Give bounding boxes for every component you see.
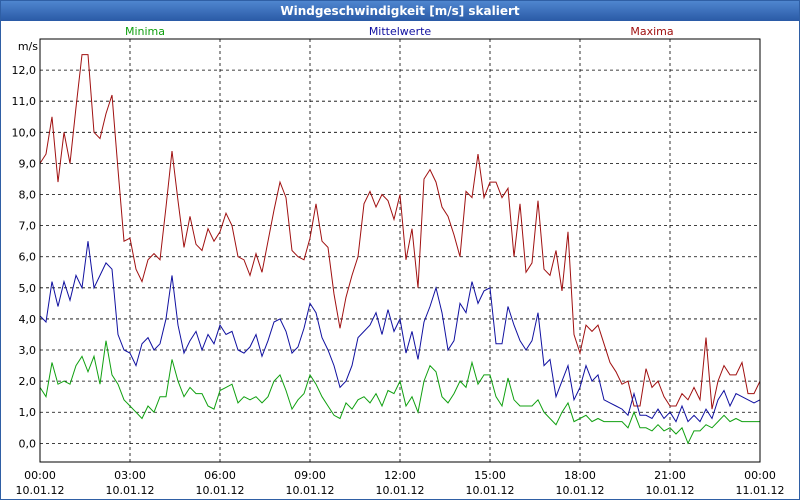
x-tick-time: 12:00	[384, 469, 416, 482]
x-tick-time: 03:00	[114, 469, 146, 482]
x-tick-date: 10.01.12	[286, 484, 335, 497]
y-tick-label: 5,0	[19, 282, 37, 295]
y-tick-label: 7,0	[19, 220, 37, 233]
x-tick-date: 10.01.12	[466, 484, 515, 497]
series-line-maxima	[39, 54, 761, 410]
x-tick-time: 00:00	[24, 469, 56, 482]
x-tick-date: 10.01.12	[376, 484, 425, 497]
grid-lines	[40, 39, 760, 462]
x-tick-date: 10.01.12	[556, 484, 605, 497]
y-tick-label: 8,0	[19, 189, 37, 202]
y-tick-label: 9,0	[19, 157, 37, 170]
y-tick-label: 1,0	[19, 406, 37, 419]
y-tick-label: 6,0	[19, 251, 37, 264]
x-tick-date: 10.01.12	[16, 484, 65, 497]
x-tick-time: 09:00	[294, 469, 326, 482]
y-tick-label: 4,0	[19, 313, 37, 326]
plot-border	[39, 38, 761, 463]
x-axis-ticks: 00:00 10.01.12 03:00 10.01.12 06:00 10.01.12 0…	[16, 469, 785, 497]
x-tick-date: 10.01.12	[646, 484, 695, 497]
legend-minima: Minima	[125, 25, 165, 38]
chart-title: Windgeschwindigkeit [m/s] skaliert	[1, 1, 799, 21]
x-tick-time: 06:00	[204, 469, 236, 482]
x-tick-date: 10.01.12	[196, 484, 245, 497]
x-tick-time: 15:00	[474, 469, 506, 482]
x-tick-time: 18:00	[564, 469, 596, 482]
x-tick-date: 11.01.12	[736, 484, 785, 497]
y-tick-label: 11,0	[12, 95, 37, 108]
y-tick-label: 2,0	[19, 375, 37, 388]
legend-maxima: Maxima	[630, 25, 673, 38]
y-tick-label: 0,0	[19, 437, 37, 450]
x-tick-time: 21:00	[654, 469, 686, 482]
y-tick-label: 3,0	[19, 344, 37, 357]
legend-mittelwerte: Mittelwerte	[369, 25, 432, 38]
x-tick-date: 10.01.12	[106, 484, 155, 497]
x-tick-time: 00:00	[744, 469, 776, 482]
series-lines	[39, 54, 761, 445]
y-axis-label: m/s	[18, 40, 38, 53]
series-line-minima	[39, 340, 760, 445]
y-tick-label: 10,0	[12, 126, 37, 139]
y-axis-ticks: 0,0 1,0 2,0 3,0 4,0 5,0 6,0 7,0 8,0 9,0 10,0 11,0 12…	[12, 64, 37, 450]
series-line-mittelwerte	[39, 241, 761, 423]
y-tick-label: 12,0	[12, 64, 37, 77]
